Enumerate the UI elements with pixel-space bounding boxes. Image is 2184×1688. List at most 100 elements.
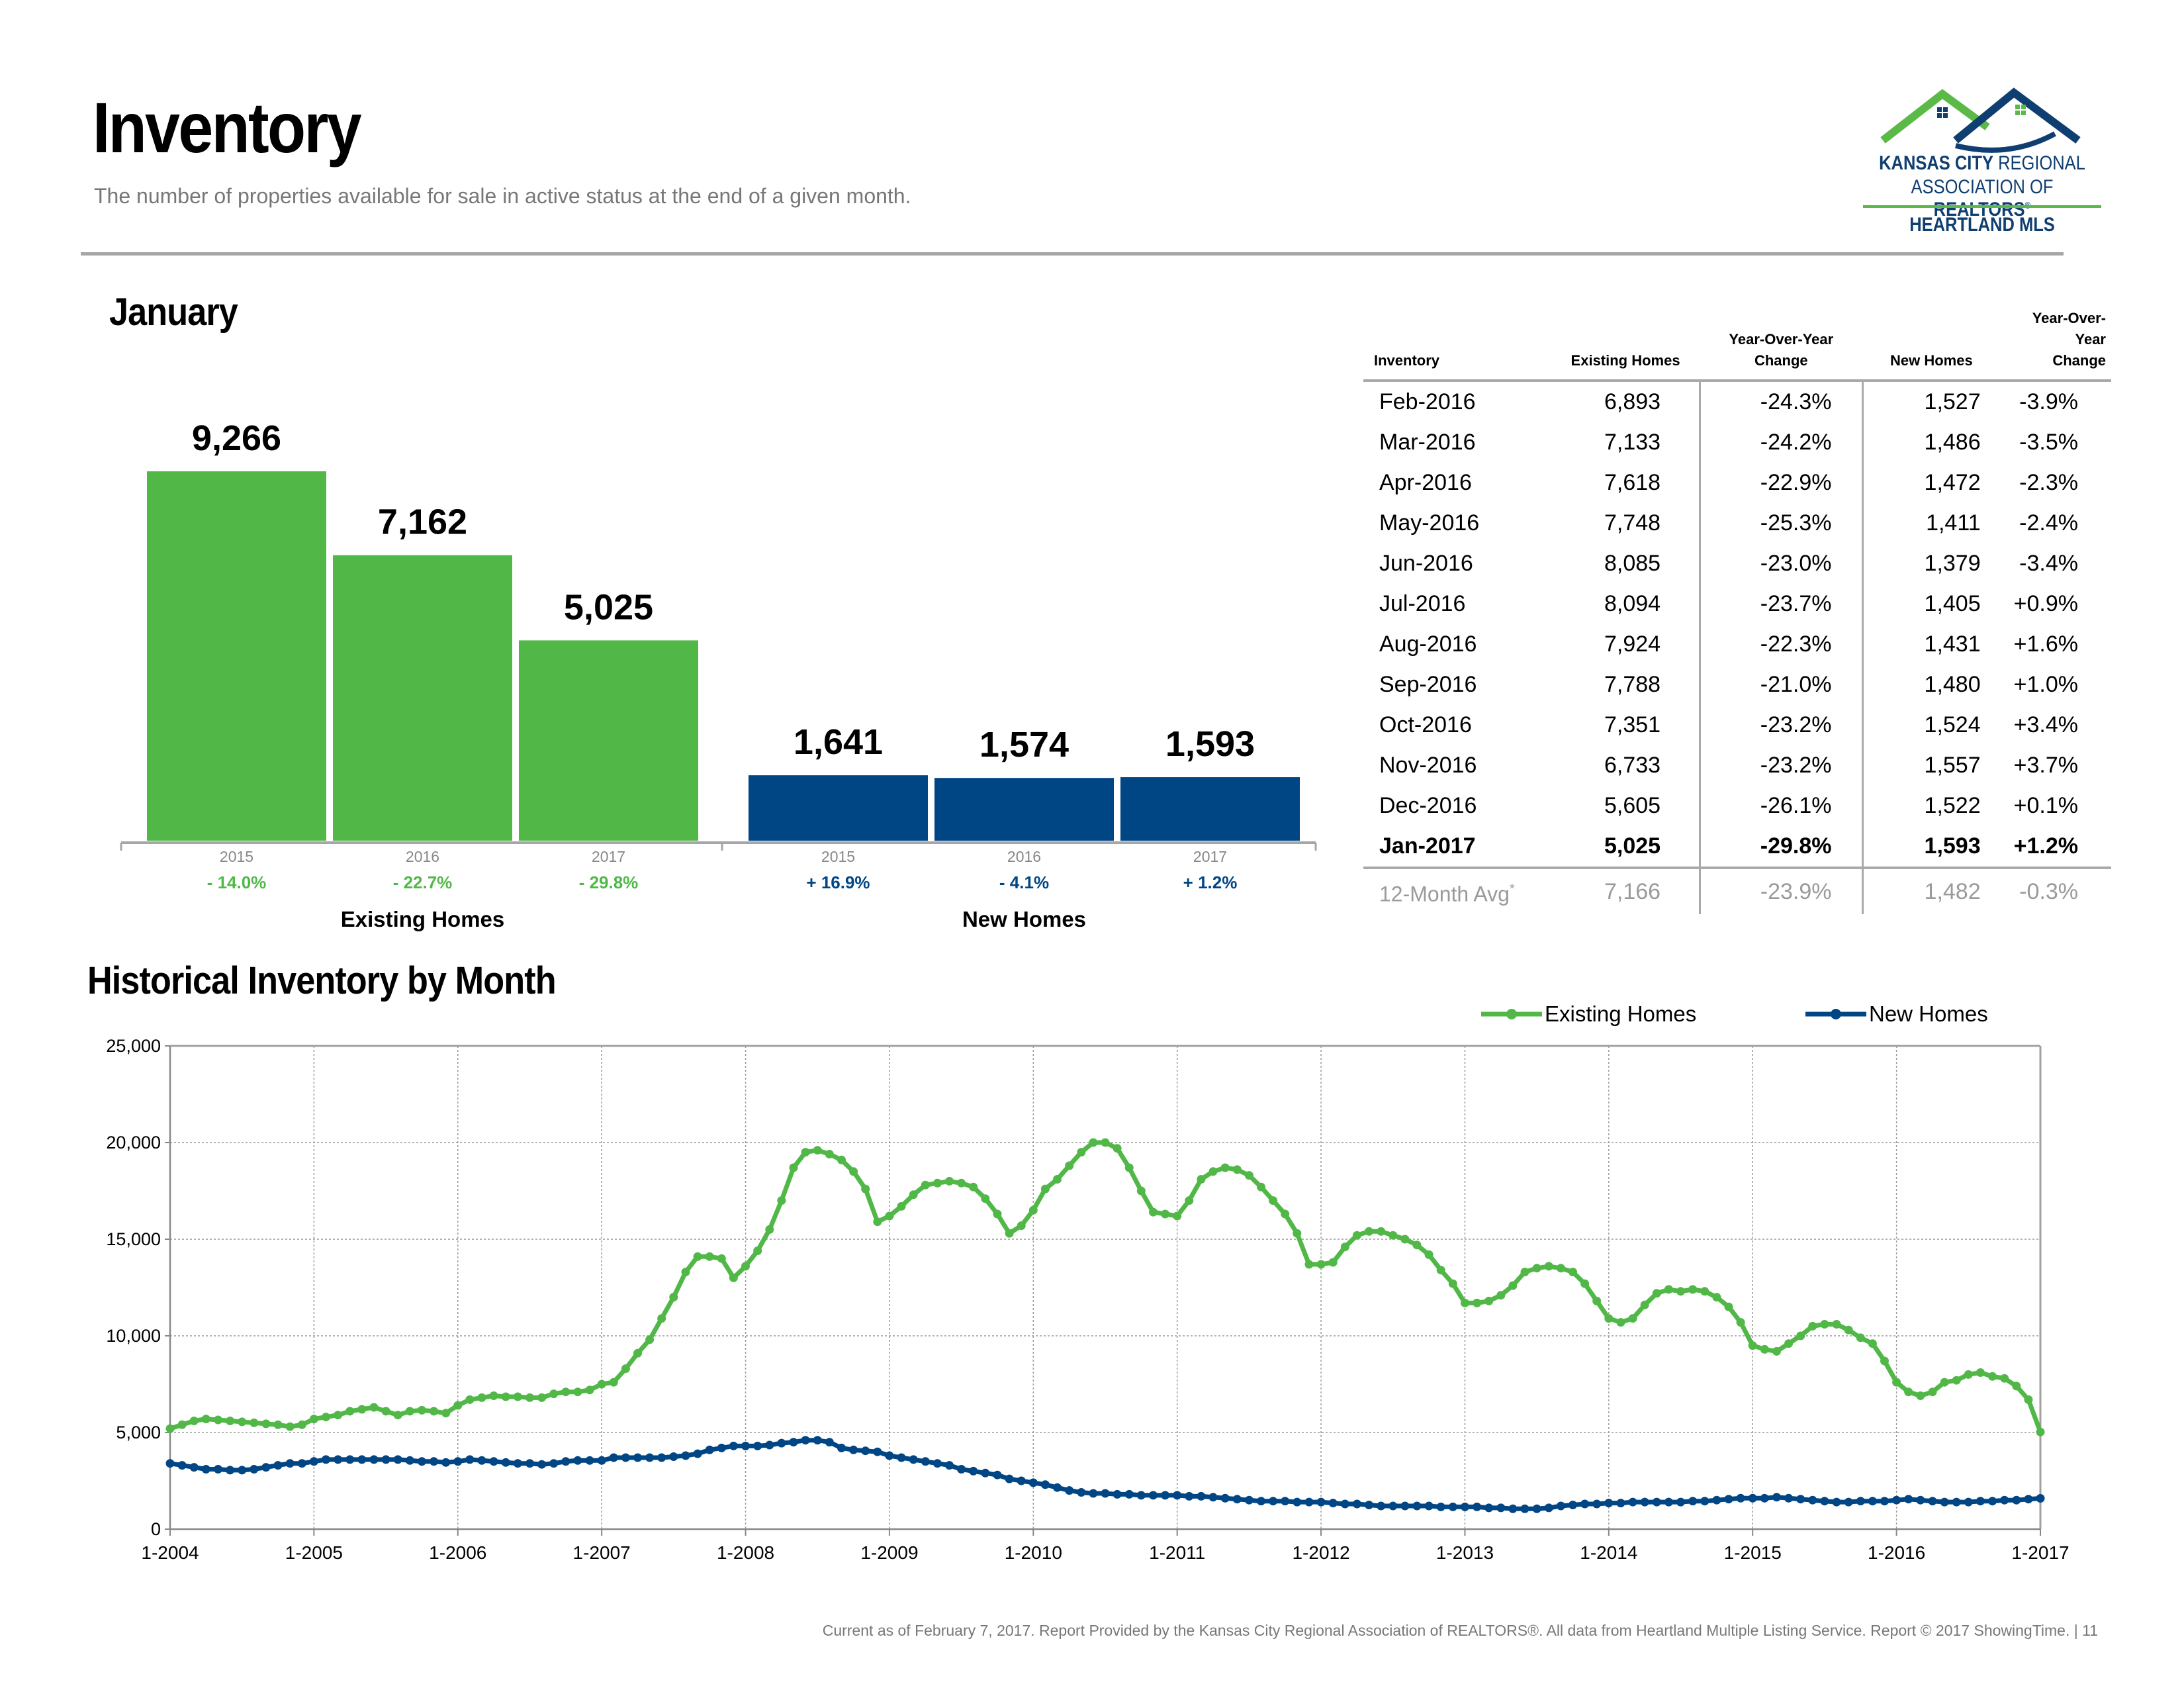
data-point — [801, 1436, 810, 1445]
table-cell: -23.2% — [1700, 705, 1864, 745]
table-cell: 1,431 — [1924, 632, 1981, 657]
x-tick-label: 1-2008 — [717, 1542, 774, 1563]
table-cell: +0.9% — [2013, 591, 2078, 616]
data-point — [369, 1403, 379, 1412]
data-point — [1244, 1171, 1253, 1180]
data-point — [1664, 1497, 1673, 1507]
data-point — [1772, 1346, 1781, 1356]
data-point — [1005, 1474, 1014, 1483]
data-point — [465, 1455, 475, 1464]
bar-year-label: 2016 — [1007, 848, 1041, 865]
data-point — [1940, 1497, 1949, 1507]
data-point — [693, 1449, 702, 1458]
x-tick-label: 1-2012 — [1292, 1542, 1349, 1563]
logo-line-1: KANSAS CITY REGIONAL — [1879, 152, 2085, 174]
data-point — [1089, 1138, 1098, 1147]
data-point — [549, 1459, 559, 1468]
data-point — [909, 1455, 918, 1464]
data-point — [201, 1415, 210, 1424]
data-point — [1916, 1495, 1925, 1505]
data-point — [1700, 1497, 1709, 1506]
data-point — [861, 1446, 870, 1456]
data-point — [1352, 1231, 1361, 1240]
table-cell: Oct-2016 — [1379, 712, 1472, 737]
data-point — [1461, 1298, 1469, 1307]
data-point — [849, 1445, 858, 1454]
data-point — [441, 1458, 451, 1467]
data-point — [1844, 1497, 1853, 1507]
data-point — [1352, 1499, 1361, 1509]
table-row-average: 12-Month Avg* 7,166 -23.9% 1,482 -0.3% — [1363, 868, 2111, 915]
footer-note: Current as of February 7, 2017. Report P… — [822, 1622, 2098, 1639]
data-point — [1424, 1501, 1433, 1511]
table-cell: 7,924 — [1543, 624, 1702, 665]
data-point — [1400, 1501, 1410, 1511]
data-point — [993, 1209, 1002, 1219]
table-cell: 6,733 — [1543, 745, 1702, 786]
data-point — [1988, 1497, 1997, 1506]
data-point — [837, 1155, 846, 1164]
table-cell: 1,480 — [1924, 672, 1981, 697]
bar-value-label: 1,641 — [794, 722, 883, 762]
table-header-row: Inventory Existing Homes Year-Over-Year C… — [1363, 308, 2111, 381]
table-row: May-2016 7,748 -25.3% 1,411 -2.4% — [1363, 503, 2111, 543]
data-point — [717, 1254, 726, 1263]
header-existing-homes: Existing Homes — [1570, 352, 1680, 369]
data-point — [1017, 1221, 1026, 1231]
data-point — [1089, 1489, 1098, 1498]
data-point — [1892, 1495, 1901, 1505]
bar-year-label: 2017 — [592, 848, 625, 865]
avg-label: 12-Month Avg — [1379, 882, 1510, 906]
table-cell: +3.7% — [2013, 753, 2078, 778]
y-tick-label: 20,000 — [106, 1133, 161, 1152]
data-point — [957, 1465, 966, 1474]
data-point — [825, 1438, 834, 1447]
data-point — [837, 1443, 846, 1452]
historical-line-chart: 0 5,000 10,000 15,000 20,000 25,000 1-2004 1-20… — [106, 1002, 2069, 1563]
data-point — [1197, 1175, 1206, 1184]
data-point — [909, 1190, 918, 1199]
data-point — [693, 1252, 702, 1261]
data-point — [393, 1411, 402, 1420]
data-point — [1556, 1501, 1565, 1511]
bar — [333, 555, 512, 841]
data-point — [1508, 1504, 1518, 1513]
data-point — [1760, 1493, 1769, 1503]
data-point — [309, 1415, 318, 1424]
data-point — [2036, 1427, 2045, 1436]
data-point — [1473, 1502, 1482, 1511]
data-point — [177, 1420, 187, 1429]
data-point — [1832, 1497, 1841, 1507]
data-point — [1208, 1167, 1218, 1176]
data-point — [657, 1453, 666, 1462]
data-point — [825, 1150, 834, 1158]
data-point — [1616, 1318, 1625, 1327]
data-point — [1676, 1497, 1685, 1507]
data-point — [753, 1441, 762, 1450]
data-point — [1424, 1250, 1433, 1259]
data-point — [1652, 1289, 1661, 1298]
table-cell: -22.9% — [1700, 463, 1864, 503]
table-cell: -2.3% — [2019, 470, 2078, 495]
kcrar-logo: KANSAS CITY REGIONAL ASSOCIATION OF REAL… — [1856, 86, 2108, 245]
data-point — [1005, 1229, 1014, 1238]
data-point — [1772, 1493, 1781, 1502]
header-yoy-existing: Year-Over-Year Change — [1729, 331, 1834, 369]
data-point — [525, 1459, 534, 1468]
header-divider — [81, 252, 2064, 256]
data-point — [345, 1407, 355, 1416]
data-point — [1712, 1495, 1721, 1505]
data-point — [189, 1463, 199, 1472]
data-point — [1328, 1258, 1338, 1267]
data-point — [1304, 1497, 1314, 1507]
data-point — [1316, 1497, 1326, 1507]
y-tick-label: 5,000 — [116, 1423, 161, 1442]
data-point — [609, 1378, 618, 1387]
data-point — [1377, 1227, 1386, 1236]
table-cell: 1,557 — [1924, 753, 1981, 778]
data-point — [1377, 1501, 1386, 1511]
table-cell: -22.3% — [1700, 624, 1864, 665]
data-point — [1136, 1186, 1146, 1196]
table-cell: -24.2% — [1700, 422, 1864, 463]
data-point — [1916, 1391, 1925, 1400]
